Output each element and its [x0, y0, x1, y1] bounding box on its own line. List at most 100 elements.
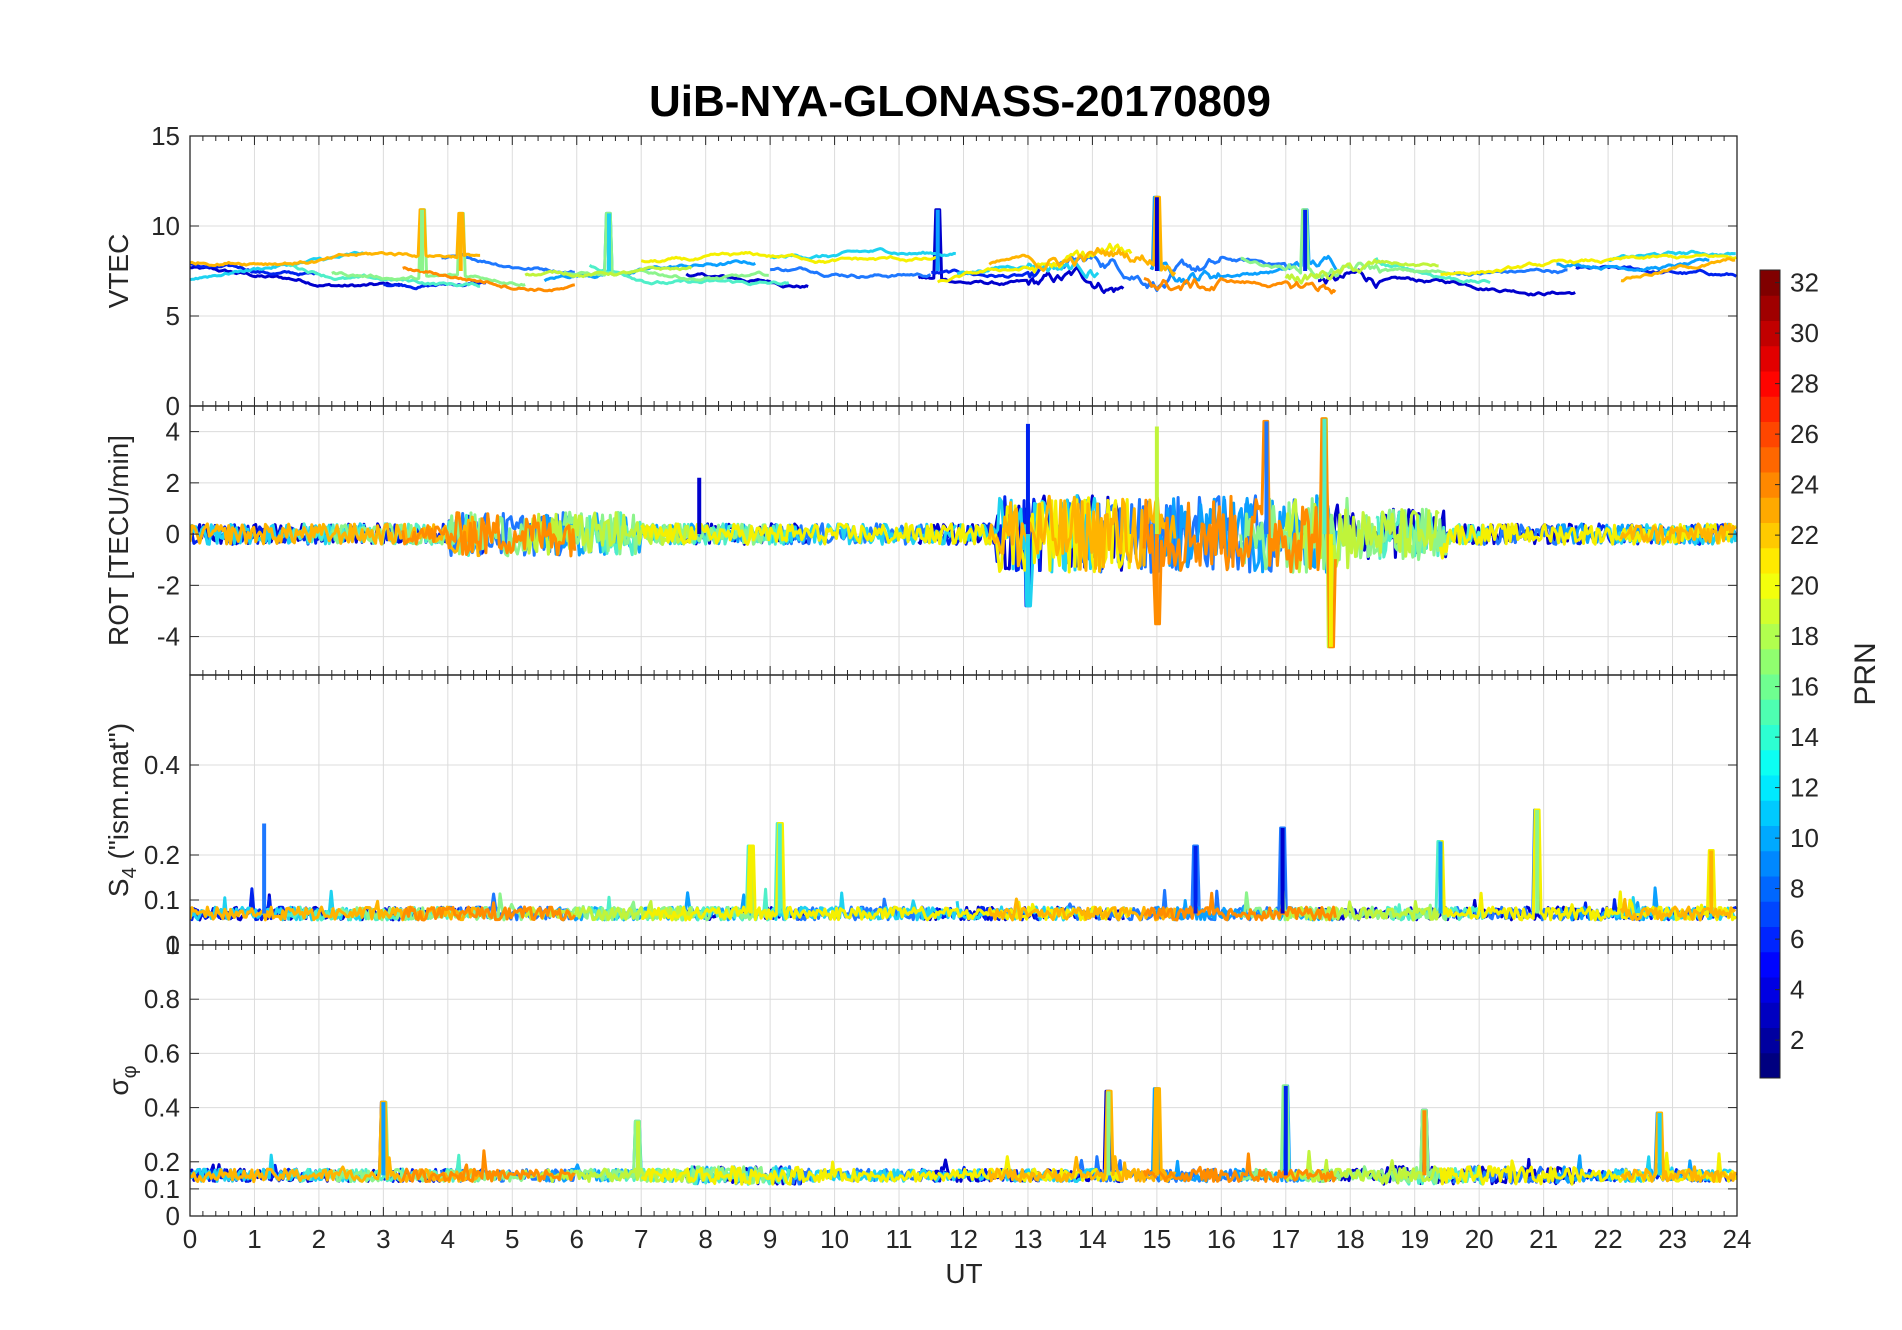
y-tick-label: 0.1 [144, 885, 180, 915]
series-line-prn-23 [1142, 417, 1337, 649]
series-line-prn-12 [955, 1167, 1100, 1183]
colorbar-swatch [1760, 1052, 1780, 1079]
x-axis: 0 1 2 3 4 5 6 7 8 9 10 11 12 13 14 15 16 17 18 19 20 21 22 23 24 [183, 1224, 1752, 1254]
y-tick-label: 0 [166, 391, 180, 421]
y-tick-label: 15 [151, 121, 180, 151]
y-axis-label-vtec: VTEC [103, 234, 134, 309]
series-line-prn-22 [1620, 257, 1736, 283]
colorbar-swatch [1760, 724, 1780, 751]
colorbar-swatch [1760, 1027, 1780, 1054]
x-tick-label: 20 [1465, 1224, 1494, 1254]
series-line-prn-22 [1619, 897, 1737, 922]
series-line-prn-10 [1556, 257, 1710, 272]
y-tick-label: 2 [166, 468, 180, 498]
colorbar-swatch [1760, 850, 1780, 877]
colorbar-swatch [1760, 320, 1780, 347]
colorbar-swatch [1760, 1002, 1780, 1028]
colorbar-tick-label: 8 [1790, 874, 1804, 904]
colorbar-swatch [1760, 749, 1780, 776]
y-tick-label: 0.4 [144, 1093, 180, 1123]
series-line-prn-8 [768, 822, 931, 922]
panel-vtec: 0 5 10 15 VTEC [103, 121, 1738, 421]
series-line-prn-18 [524, 265, 693, 279]
x-tick-label: 11 [886, 1224, 913, 1254]
x-tick-label: 23 [1658, 1224, 1687, 1254]
y-axis-label-rot: ROT [TECU/min] [103, 435, 134, 646]
colorbar-swatch [1760, 396, 1780, 422]
x-tick-label: 14 [1078, 1224, 1107, 1254]
series-line-prn-23 [402, 266, 576, 293]
x-tick-label: 8 [698, 1224, 712, 1254]
colorbar-tick-label: 2 [1790, 1025, 1804, 1055]
series-line-prn-23 [1142, 1152, 1337, 1183]
x-tick-label: 21 [1529, 1224, 1558, 1254]
series-line-prn-22 [1619, 1111, 1737, 1184]
x-tick-label: 13 [1013, 1224, 1042, 1254]
chart-title: UiB-NYA-GLONASS-20170809 [649, 77, 1271, 126]
series-line-prn-10 [543, 211, 756, 283]
y-tick-label: 0 [166, 930, 180, 960]
series-line-prn-14 [1374, 257, 1491, 285]
colorbar-swatch [1760, 573, 1780, 599]
colorbar-swatch [1760, 497, 1780, 523]
series-line-prn-23 [401, 1149, 576, 1183]
y-tick-label: 0.6 [144, 1038, 180, 1068]
y-tick-label: 0 [166, 519, 180, 549]
series-line-prn-20 [936, 1155, 1133, 1183]
colorbar-tick-label: 20 [1790, 571, 1819, 601]
series-line-prn-16 [1239, 889, 1453, 922]
x-tick-label: 2 [312, 1224, 326, 1254]
x-tick-label: 0 [183, 1224, 197, 1254]
colorbar-tick-label: 26 [1790, 419, 1819, 449]
y-tick-label: 0.1 [144, 1174, 180, 1204]
series-line-prn-22 [987, 1087, 1177, 1183]
series-line-prn-20 [641, 1160, 939, 1186]
x-tick-label: 22 [1594, 1224, 1623, 1254]
x-tick-label: 19 [1400, 1224, 1429, 1254]
series-line-prn-8 [1058, 253, 1299, 292]
panel-s4: 0 0.1 0.2 0.4S4 ("ism.mat") [103, 674, 1738, 960]
x-tick-label: 1 [247, 1224, 261, 1254]
colorbar-swatch [1760, 371, 1780, 397]
colorbar-tick-label: 6 [1790, 924, 1804, 954]
y-tick-label: 1 [166, 930, 180, 960]
colorbar-box [1759, 269, 1781, 1079]
series-line-prn-23 [1143, 891, 1337, 922]
colorbar-swatch [1760, 547, 1780, 574]
colorbar-tick-label: 10 [1790, 823, 1819, 853]
colorbar-swatch [1760, 270, 1780, 296]
series-line-prn-20 [1440, 808, 1737, 922]
colorbar-swatch [1760, 623, 1780, 650]
series-line-prn-8 [769, 266, 932, 280]
y-tick-label: 0 [166, 1201, 180, 1231]
colorbar-swatch [1760, 876, 1780, 902]
series-group [190, 417, 1737, 649]
series-line-prn-16 [1239, 1084, 1453, 1185]
y-tick-label: -2 [157, 570, 180, 600]
x-tick-label: 16 [1207, 1224, 1236, 1254]
colorbar-swatch [1760, 775, 1780, 801]
x-tick-label: 18 [1336, 1224, 1365, 1254]
series-line-prn-23 [1143, 276, 1337, 295]
series-line-prn-20 [640, 522, 939, 546]
x-tick-label: 3 [376, 1224, 390, 1254]
series-line-prn-20 [1440, 253, 1737, 276]
series-line-prn-23 [401, 511, 577, 558]
colorbar-tick-label: 32 [1790, 268, 1819, 298]
series-line-prn-14 [588, 264, 790, 287]
series-line-prn-3 [917, 208, 1125, 294]
series-line-prn-18 [523, 511, 693, 556]
x-tick-label: 12 [949, 1224, 978, 1254]
colorbar-tick-label: 14 [1790, 722, 1819, 752]
series-line-prn-22 [987, 494, 1177, 573]
y-tick-label: 0.2 [144, 840, 180, 870]
series-group [190, 1084, 1737, 1186]
series-line-prn-5 [929, 495, 1042, 608]
series-line-prn-20 [640, 822, 939, 922]
colorbar-swatch [1760, 598, 1780, 624]
series-group [190, 195, 1737, 297]
x-tick-label: 15 [1142, 1224, 1171, 1254]
colorbar-swatch [1760, 951, 1780, 978]
colorbar-swatch [1760, 648, 1780, 675]
